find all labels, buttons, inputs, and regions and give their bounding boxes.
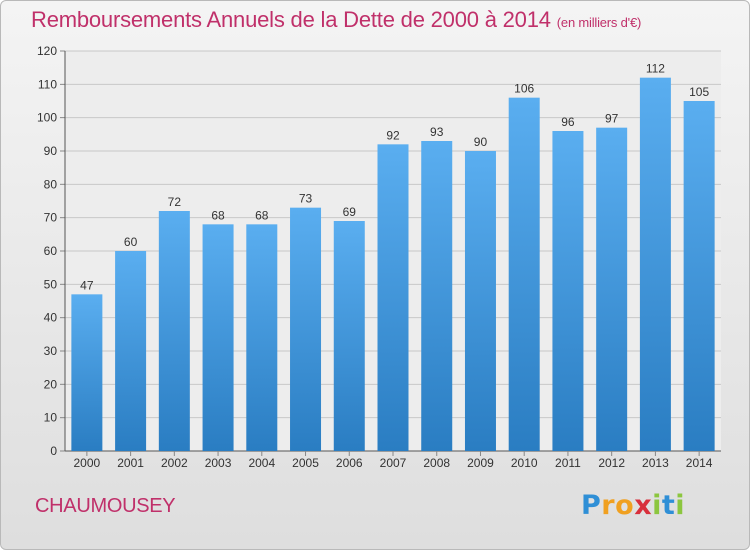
bar-value-label: 69 xyxy=(343,205,357,219)
bar xyxy=(333,221,365,451)
bar-value-label: 47 xyxy=(80,278,94,292)
bar xyxy=(596,127,628,452)
y-tick-label: 60 xyxy=(44,244,58,258)
commune-name: CHAUMOUSEY xyxy=(35,495,176,517)
x-tick-label: 2004 xyxy=(248,456,275,470)
y-tick-label: 50 xyxy=(44,277,58,291)
bar-value-label: 97 xyxy=(605,112,619,126)
x-tick-label: 2009 xyxy=(467,456,494,470)
bar xyxy=(683,101,715,451)
proxiti-logo: Proxiti xyxy=(581,490,686,521)
bar xyxy=(115,251,147,451)
bar xyxy=(639,77,671,452)
x-tick-label: 2001 xyxy=(117,456,144,470)
y-tick-label: 0 xyxy=(50,444,57,458)
bar xyxy=(290,207,322,451)
y-tick-label: 10 xyxy=(44,411,58,425)
bar-value-label: 92 xyxy=(386,128,400,142)
bar xyxy=(421,141,453,451)
bar xyxy=(508,97,540,452)
bar-value-label: 68 xyxy=(211,208,225,222)
x-tick-label: 2006 xyxy=(336,456,363,470)
y-tick-label: 30 xyxy=(44,344,58,358)
x-tick-label: 2008 xyxy=(423,456,450,470)
bar-value-label: 93 xyxy=(430,125,444,139)
bar-value-label: 96 xyxy=(561,115,575,129)
bar xyxy=(202,224,234,451)
bar xyxy=(464,151,496,451)
x-tick-label: 2002 xyxy=(161,456,188,470)
y-tick-label: 120 xyxy=(37,44,57,58)
y-tick-label: 100 xyxy=(37,111,57,125)
bar xyxy=(377,144,409,452)
bar xyxy=(71,294,103,451)
bar-value-label: 105 xyxy=(689,85,709,99)
bar xyxy=(552,131,584,451)
bar-value-label: 112 xyxy=(646,62,665,76)
x-tick-label: 2007 xyxy=(380,456,407,470)
x-tick-label: 2012 xyxy=(598,456,625,470)
bar-value-label: 106 xyxy=(514,82,534,96)
x-tick-label: 2005 xyxy=(292,456,319,470)
bar-value-label: 68 xyxy=(255,208,269,222)
x-tick-label: 2010 xyxy=(511,456,538,470)
bar-value-label: 72 xyxy=(168,195,182,209)
x-tick-label: 2014 xyxy=(686,456,713,470)
y-tick-label: 80 xyxy=(44,177,58,191)
x-tick-label: 2003 xyxy=(205,456,232,470)
y-tick-label: 90 xyxy=(44,144,58,158)
bar-value-label: 73 xyxy=(299,192,313,206)
chart-title-text: Remboursements Annuels de la Dette de 20… xyxy=(31,7,551,32)
bar xyxy=(246,224,278,451)
chart-title-unit: (en milliers d'€) xyxy=(556,15,642,30)
bar-value-label: 90 xyxy=(474,135,488,149)
x-tick-label: 2013 xyxy=(642,456,669,470)
bar-value-label: 60 xyxy=(124,235,138,249)
x-tick-label: 2011 xyxy=(555,456,581,470)
x-tick-label: 2000 xyxy=(74,456,101,470)
y-tick-label: 110 xyxy=(38,77,57,91)
bar xyxy=(158,211,190,451)
y-tick-label: 70 xyxy=(44,211,58,225)
y-tick-label: 40 xyxy=(44,311,58,325)
chart-title: Remboursements Annuels de la Dette de 20… xyxy=(31,7,641,33)
y-tick-label: 20 xyxy=(44,377,58,391)
